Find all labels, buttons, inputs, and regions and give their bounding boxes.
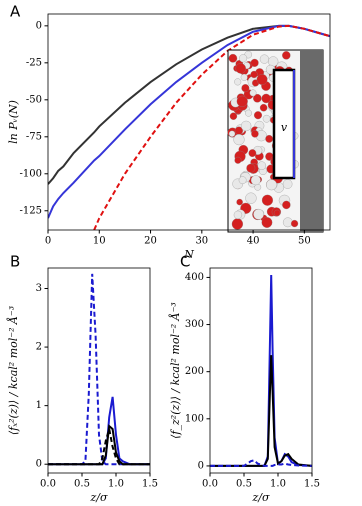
- atom: [229, 112, 238, 120]
- atom: [282, 179, 293, 189]
- atom: [262, 114, 271, 123]
- inset: [227, 49, 324, 233]
- y-tick-label: -25: [26, 57, 42, 68]
- y-tick-label: -75: [26, 131, 42, 142]
- atom: [256, 74, 268, 85]
- panel-label: C: [180, 253, 190, 271]
- atom: [290, 219, 299, 228]
- atom: [228, 53, 238, 63]
- atom: [239, 54, 248, 63]
- atom: [246, 163, 256, 173]
- atom: [245, 109, 252, 117]
- y-axis-label: ⟨fₓ²(z)⟩ / kcal² mol⁻² Å⁻³: [6, 306, 20, 435]
- inset-wall: [300, 50, 323, 232]
- series-line: [48, 396, 150, 466]
- panel-label: A: [10, 3, 21, 21]
- atom: [261, 217, 273, 228]
- y-tick-label: 300: [185, 319, 204, 330]
- series-line: [48, 24, 330, 219]
- plot-frame: [47, 13, 331, 231]
- x-axis-label: N: [183, 248, 194, 261]
- atom: [261, 194, 273, 206]
- atom: [240, 73, 248, 81]
- atom: [233, 210, 243, 220]
- atom: [228, 130, 236, 137]
- atom: [234, 78, 242, 86]
- x-tick-label: 0: [45, 236, 51, 247]
- atom: [250, 70, 258, 79]
- x-tick-label: 40: [247, 236, 260, 247]
- x-tick-label: 1.5: [142, 479, 158, 490]
- y-tick-label: 0: [36, 459, 42, 470]
- x-tick-label: 30: [195, 236, 208, 247]
- y-tick-label: -100: [20, 168, 42, 179]
- series-line: [210, 275, 312, 467]
- atom: [253, 208, 264, 220]
- atom: [250, 175, 261, 186]
- y-tick-label: 0: [198, 460, 204, 471]
- x-axis-label: z/σ: [89, 491, 108, 504]
- x-tick-label: 0.5: [74, 479, 90, 490]
- series-line: [48, 273, 150, 466]
- y-tick-label: -125: [20, 205, 42, 216]
- atom: [266, 179, 277, 191]
- atom: [259, 54, 269, 64]
- x-axis-label: z/σ: [251, 491, 270, 504]
- atom: [245, 192, 257, 204]
- x-tick-label: 1.0: [270, 479, 286, 490]
- atom: [259, 103, 268, 112]
- y-tick-label: 100: [185, 413, 204, 424]
- series-line: [48, 428, 150, 466]
- y-tick-label: 2: [36, 342, 42, 353]
- x-tick-label: 1.0: [108, 479, 124, 490]
- x-tick-label: 0.0: [40, 479, 56, 490]
- x-tick-label: 10: [93, 236, 106, 247]
- atom: [251, 130, 259, 138]
- y-tick-label: 3: [36, 283, 42, 294]
- atom: [238, 176, 247, 184]
- inset-label: v: [281, 121, 288, 134]
- atom: [261, 93, 271, 104]
- y-tick-label: 400: [185, 272, 204, 283]
- atom: [235, 63, 246, 74]
- x-tick-label: 50: [298, 236, 311, 247]
- atom: [234, 156, 242, 164]
- atom: [265, 135, 274, 143]
- atom: [249, 89, 257, 97]
- x-tick-label: 0.5: [236, 479, 252, 490]
- x-tick-label: 1.5: [304, 479, 320, 490]
- y-tick-label: 0: [36, 20, 42, 31]
- atom: [236, 198, 243, 206]
- x-tick-label: 20: [144, 236, 157, 247]
- y-tick-label: 200: [185, 366, 204, 377]
- atom: [282, 51, 291, 60]
- y-axis-label: ⟨f_z²(z)⟩ / kcal² mol⁻² Å⁻³: [168, 302, 182, 439]
- atom: [282, 217, 293, 228]
- atom: [231, 218, 244, 230]
- plot-frame: [209, 267, 313, 474]
- atom: [257, 161, 267, 170]
- atom: [273, 209, 281, 217]
- panel-label: B: [10, 253, 20, 271]
- atom: [233, 134, 245, 146]
- x-tick-label: 0.0: [202, 479, 218, 490]
- plot-frame: [47, 267, 151, 474]
- atom: [241, 84, 250, 93]
- series-line: [210, 355, 312, 467]
- atom: [250, 58, 259, 67]
- series-line: [210, 459, 312, 467]
- atom: [253, 111, 263, 120]
- y-axis-label: ln Pᵥ(N): [7, 100, 20, 144]
- series-line: [48, 424, 150, 466]
- atom: [240, 120, 252, 132]
- atom: [282, 200, 291, 210]
- y-tick-label: 1: [36, 400, 42, 411]
- atom: [248, 149, 257, 157]
- y-tick-label: -50: [26, 94, 42, 105]
- series-line: [93, 24, 330, 230]
- atom: [236, 95, 248, 107]
- atom: [253, 94, 262, 103]
